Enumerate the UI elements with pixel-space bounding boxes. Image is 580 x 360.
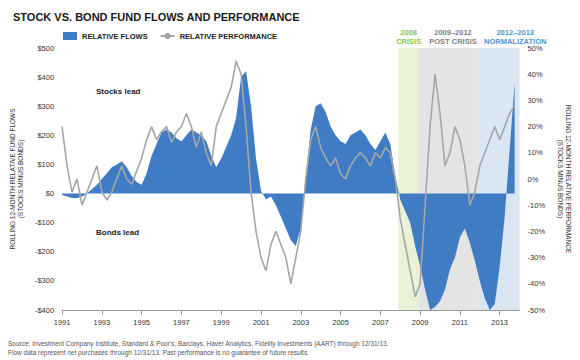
svg-text:Flow data represent net purcha: Flow data represent net purchases throug… [8,349,309,357]
svg-text:-$100: -$100 [35,218,54,227]
svg-text:ROLLING 12-MONTH RELATIVE PERF: ROLLING 12-MONTH RELATIVE PERFORMANCE [565,105,572,254]
svg-text:$500: $500 [37,44,54,53]
svg-text:-$200: -$200 [35,247,54,256]
svg-text:-50%: -50% [528,306,546,315]
svg-text:$100: $100 [37,160,54,169]
svg-text:Bonds lead: Bonds lead [96,228,139,237]
svg-text:-$300: -$300 [35,276,54,285]
svg-text:2009–2012: 2009–2012 [434,28,472,37]
svg-text:-20%: -20% [528,227,546,236]
svg-text:1993: 1993 [94,318,111,327]
svg-text:-10%: -10% [528,201,546,210]
svg-text:$400: $400 [37,73,54,82]
svg-text:$200: $200 [37,131,54,140]
svg-text:$0: $0 [46,189,54,198]
svg-text:2008: 2008 [400,28,417,37]
svg-text:1991: 1991 [54,318,71,327]
svg-text:Stocks lead: Stocks lead [96,87,141,96]
svg-text:2012–2013: 2012–2013 [496,28,534,37]
svg-text:-30%: -30% [528,253,546,262]
svg-text:(STOCKS MINUS BONDS): (STOCKS MINUS BONDS) [556,140,564,219]
svg-text:40%: 40% [528,70,543,79]
svg-text:2013: 2013 [491,318,508,327]
svg-text:2011: 2011 [452,318,468,327]
svg-text:POST CRISIS: POST CRISIS [429,37,477,46]
svg-text:(STOCKS MINUS BONDS): (STOCKS MINUS BONDS) [17,140,25,219]
svg-text:2003: 2003 [292,318,309,327]
svg-text:CRISIS: CRISIS [396,37,421,46]
svg-text:-$400: -$400 [35,306,54,315]
svg-text:NORMALIZATION: NORMALIZATION [484,37,547,46]
svg-text:1995: 1995 [133,318,150,327]
svg-text:30%: 30% [528,96,543,105]
svg-text:-40%: -40% [528,279,546,288]
svg-text:Source: Investment Company Ins: Source: Investment Company Institute, St… [8,340,389,348]
svg-text:ROLLING 12-MONTH RELATIVE FUND: ROLLING 12-MONTH RELATIVE FUND FLOWS [9,108,16,250]
svg-text:STOCK VS. BOND FUND FLOWS AND: STOCK VS. BOND FUND FLOWS AND PERFORMANC… [13,11,300,23]
svg-text:10%: 10% [528,148,543,157]
svg-text:RELATIVE PERFORMANCE: RELATIVE PERFORMANCE [180,32,277,41]
svg-text:20%: 20% [528,122,543,131]
svg-text:0%: 0% [528,175,539,184]
svg-text:2001: 2001 [253,318,270,327]
svg-text:50%: 50% [528,44,543,53]
svg-text:2005: 2005 [332,318,349,327]
svg-text:$300: $300 [37,102,54,111]
svg-text:1997: 1997 [173,318,190,327]
svg-text:2009: 2009 [412,318,429,327]
svg-text:1999: 1999 [213,318,230,327]
svg-text:RELATIVE FLOWS: RELATIVE FLOWS [82,32,148,41]
svg-text:2007: 2007 [372,318,389,327]
